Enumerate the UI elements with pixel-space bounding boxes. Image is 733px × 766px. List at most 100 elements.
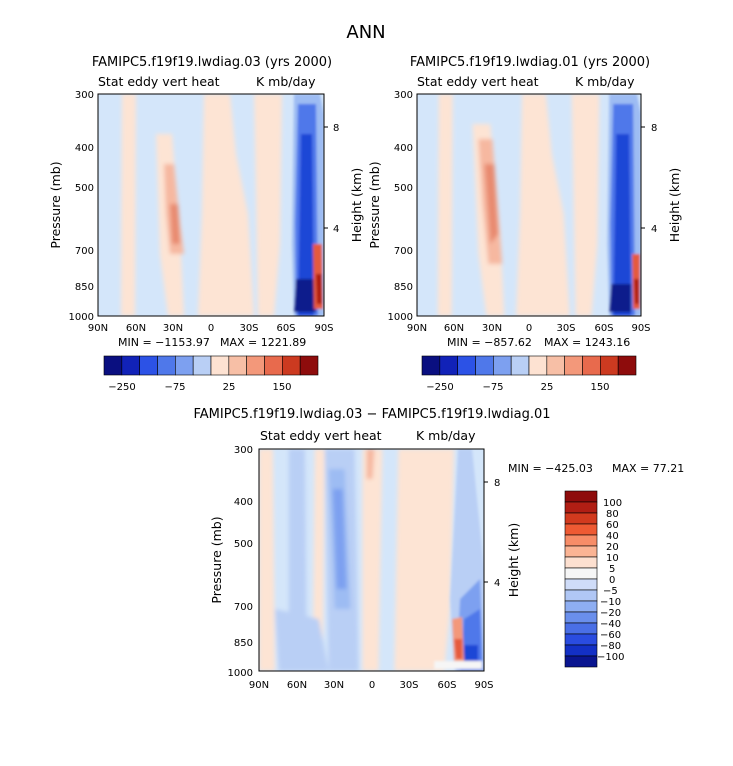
colorbar-swatch bbox=[564, 622, 598, 635]
panel-2-cbtick-3: 150 bbox=[590, 382, 609, 393]
panel-2-frame bbox=[416, 93, 642, 317]
colorbar-swatch bbox=[617, 355, 637, 376]
panel-2-ytick-700: 700 bbox=[394, 246, 413, 257]
colorbar-swatch bbox=[564, 556, 598, 569]
panel-2-ytick-500: 500 bbox=[394, 183, 413, 194]
panel-2-y2label: Height (km) bbox=[667, 168, 682, 242]
panel-1-ytick-700: 700 bbox=[75, 246, 94, 257]
colorbar-swatch bbox=[175, 355, 194, 376]
panel-3-cbtick-80: 80 bbox=[606, 509, 619, 520]
panel-3-ytick-850: 850 bbox=[234, 638, 253, 649]
panel-1-cbtick-2: 25 bbox=[223, 382, 236, 393]
colorbar-swatch bbox=[157, 355, 176, 376]
colorbar-swatch bbox=[564, 490, 598, 503]
colorbar-swatch bbox=[192, 355, 212, 376]
colorbar-swatch bbox=[564, 512, 598, 525]
panel-1-cbtick-1: −75 bbox=[164, 382, 185, 393]
panel-3-y-ticks: 300 400 500 700 850 1000 bbox=[228, 445, 253, 679]
panel-1-colorbar bbox=[103, 355, 319, 376]
panel-1-xtick-30S: 30S bbox=[239, 323, 258, 334]
panel-1-xtick-0: 0 bbox=[208, 323, 214, 334]
colorbar-swatch bbox=[210, 355, 230, 376]
panel-3-cbtick-m80: −80 bbox=[600, 641, 621, 652]
colorbar-swatch bbox=[564, 534, 598, 547]
panel-2-ylabel: Pressure (mb) bbox=[367, 161, 382, 248]
panel-1-x-ticks: 90N 60N 30N 0 30S 60S 90S bbox=[88, 323, 334, 334]
panel-3-cbtick-100: 100 bbox=[603, 498, 622, 509]
colorbar-swatch bbox=[564, 589, 598, 602]
colorbar-swatch bbox=[564, 545, 598, 558]
panel-2-xtick-60N: 60N bbox=[444, 323, 464, 334]
panel-1-y2tick-4: 4 bbox=[333, 224, 339, 235]
colorbar-swatch bbox=[103, 355, 123, 376]
panel-1-subtitle-left: Stat eddy vert heat bbox=[98, 74, 220, 89]
panel-1-y2tick-8: 8 bbox=[333, 123, 339, 134]
panel-2-colorbar bbox=[421, 355, 637, 376]
panel-2-xtick-60S: 60S bbox=[594, 323, 613, 334]
colorbar-swatch bbox=[139, 355, 158, 376]
panel-2-y2tick-8: 8 bbox=[651, 123, 657, 134]
panel-2-colorbar-ticks: −250 −75 25 150 bbox=[426, 382, 609, 393]
panel-3-cbtick-m100: −100 bbox=[597, 652, 624, 663]
panel-3-title: FAMIPC5.f19f19.lwdiag.03 − FAMIPC5.f19f1… bbox=[194, 407, 551, 422]
colorbar-swatch bbox=[564, 355, 583, 376]
panel-2: FAMIPC5.f19f19.lwdiag.01 (yrs 2000) Stat… bbox=[367, 55, 682, 393]
panel-1-xtick-90N: 90N bbox=[88, 323, 108, 334]
panel-3-cbtick-0: 0 bbox=[609, 575, 615, 586]
panel-2-xtick-30S: 30S bbox=[556, 323, 575, 334]
colorbar-swatch bbox=[564, 644, 598, 657]
panel-1-cbtick-3: 150 bbox=[272, 382, 291, 393]
panel-2-ytick-300: 300 bbox=[394, 90, 413, 101]
colorbar-swatch bbox=[528, 355, 548, 376]
panel-3-ytick-1000: 1000 bbox=[228, 668, 253, 679]
panel-3-cbtick-m10: −10 bbox=[600, 597, 621, 608]
panel-2-title: FAMIPC5.f19f19.lwdiag.01 (yrs 2000) bbox=[410, 55, 650, 70]
panel-3-xtick-30N: 30N bbox=[324, 680, 344, 691]
figure-title: ANN bbox=[346, 22, 385, 43]
panel-2-xtick-0: 0 bbox=[526, 323, 532, 334]
panel-3-max: MAX = 77.21 bbox=[612, 462, 684, 475]
panel-3: FAMIPC5.f19f19.lwdiag.03 − FAMIPC5.f19f1… bbox=[194, 407, 685, 691]
panel-3-subtitle-left: Stat eddy vert heat bbox=[260, 428, 382, 443]
colorbar-swatch bbox=[564, 655, 598, 668]
panel-2-x-ticks: 90N 60N 30N 0 30S 60S 90S bbox=[407, 323, 651, 334]
panel-3-cbtick-m40: −40 bbox=[600, 619, 621, 630]
panel-3-cbtick-5: 5 bbox=[609, 564, 615, 575]
panel-3-frame bbox=[258, 448, 485, 672]
panel-1-y-ticks: 300 400 500 700 850 1000 bbox=[69, 90, 94, 323]
panel-2-min: MIN = −857.62 bbox=[447, 336, 532, 349]
panel-3-ylabel: Pressure (mb) bbox=[209, 516, 224, 603]
panel-3-xtick-90S: 90S bbox=[474, 680, 493, 691]
colorbar-swatch bbox=[564, 578, 598, 591]
panel-2-subtitle-right: K mb/day bbox=[575, 74, 635, 89]
panel-1-ytick-400: 400 bbox=[75, 143, 94, 154]
panel-2-y2-ticks: 8 4 bbox=[641, 123, 657, 235]
colorbar-swatch bbox=[246, 355, 265, 376]
panel-2-xtick-90S: 90S bbox=[631, 323, 650, 334]
panel-3-y2label: Height (km) bbox=[506, 523, 521, 597]
panel-3-ytick-300: 300 bbox=[234, 445, 253, 456]
panel-1-y2-ticks: 8 4 bbox=[324, 123, 339, 235]
panel-2-y-ticks: 300 400 500 700 850 1000 bbox=[388, 90, 413, 323]
panel-3-subtitle-right: K mb/day bbox=[416, 428, 476, 443]
panel-3-cbtick-m20: −20 bbox=[600, 608, 621, 619]
panel-1-title: FAMIPC5.f19f19.lwdiag.03 (yrs 2000) bbox=[92, 55, 332, 70]
panel-1-xtick-30N: 30N bbox=[163, 323, 183, 334]
panel-3-ytick-400: 400 bbox=[234, 497, 253, 508]
panel-2-xtick-30N: 30N bbox=[482, 323, 502, 334]
panel-3-plot bbox=[259, 449, 484, 671]
colorbar-swatch bbox=[564, 611, 598, 624]
panel-1-min: MIN = −1153.97 bbox=[118, 336, 210, 349]
colorbar-swatch bbox=[299, 355, 319, 376]
colorbar-swatch bbox=[264, 355, 283, 376]
colorbar-swatch bbox=[564, 633, 598, 646]
panel-3-cbtick-m60: −60 bbox=[600, 630, 621, 641]
panel-2-cbtick-2: 25 bbox=[541, 382, 554, 393]
colorbar-swatch bbox=[421, 355, 441, 376]
panel-3-y2tick-4: 4 bbox=[494, 578, 500, 589]
colorbar-swatch bbox=[228, 355, 247, 376]
panel-1-ylabel: Pressure (mb) bbox=[48, 161, 63, 248]
panel-1-subtitle-right: K mb/day bbox=[256, 74, 316, 89]
panel-2-plot bbox=[417, 94, 641, 316]
